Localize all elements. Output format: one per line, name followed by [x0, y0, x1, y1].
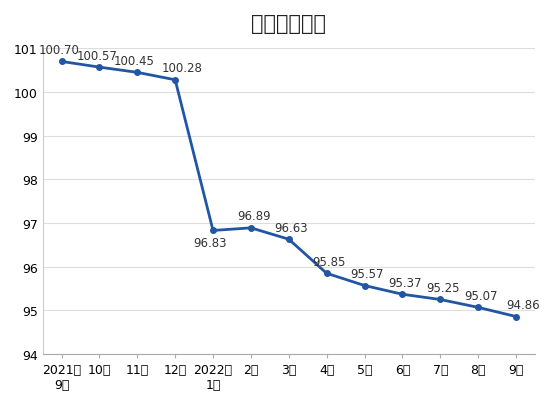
Title: 国房景气指数: 国房景气指数 [251, 14, 326, 34]
Text: 95.57: 95.57 [350, 267, 384, 280]
Text: 100.57: 100.57 [76, 49, 117, 62]
Text: 100.45: 100.45 [114, 55, 155, 68]
Text: 96.83: 96.83 [193, 236, 227, 249]
Text: 96.89: 96.89 [237, 210, 271, 223]
Text: 100.70: 100.70 [38, 44, 79, 57]
Text: 95.25: 95.25 [426, 281, 460, 294]
Text: 95.37: 95.37 [389, 276, 422, 289]
Text: 95.07: 95.07 [464, 289, 498, 302]
Text: 94.86: 94.86 [506, 298, 540, 311]
Text: 95.85: 95.85 [312, 255, 346, 268]
Text: 100.28: 100.28 [162, 62, 202, 75]
Text: 96.63: 96.63 [275, 221, 309, 234]
